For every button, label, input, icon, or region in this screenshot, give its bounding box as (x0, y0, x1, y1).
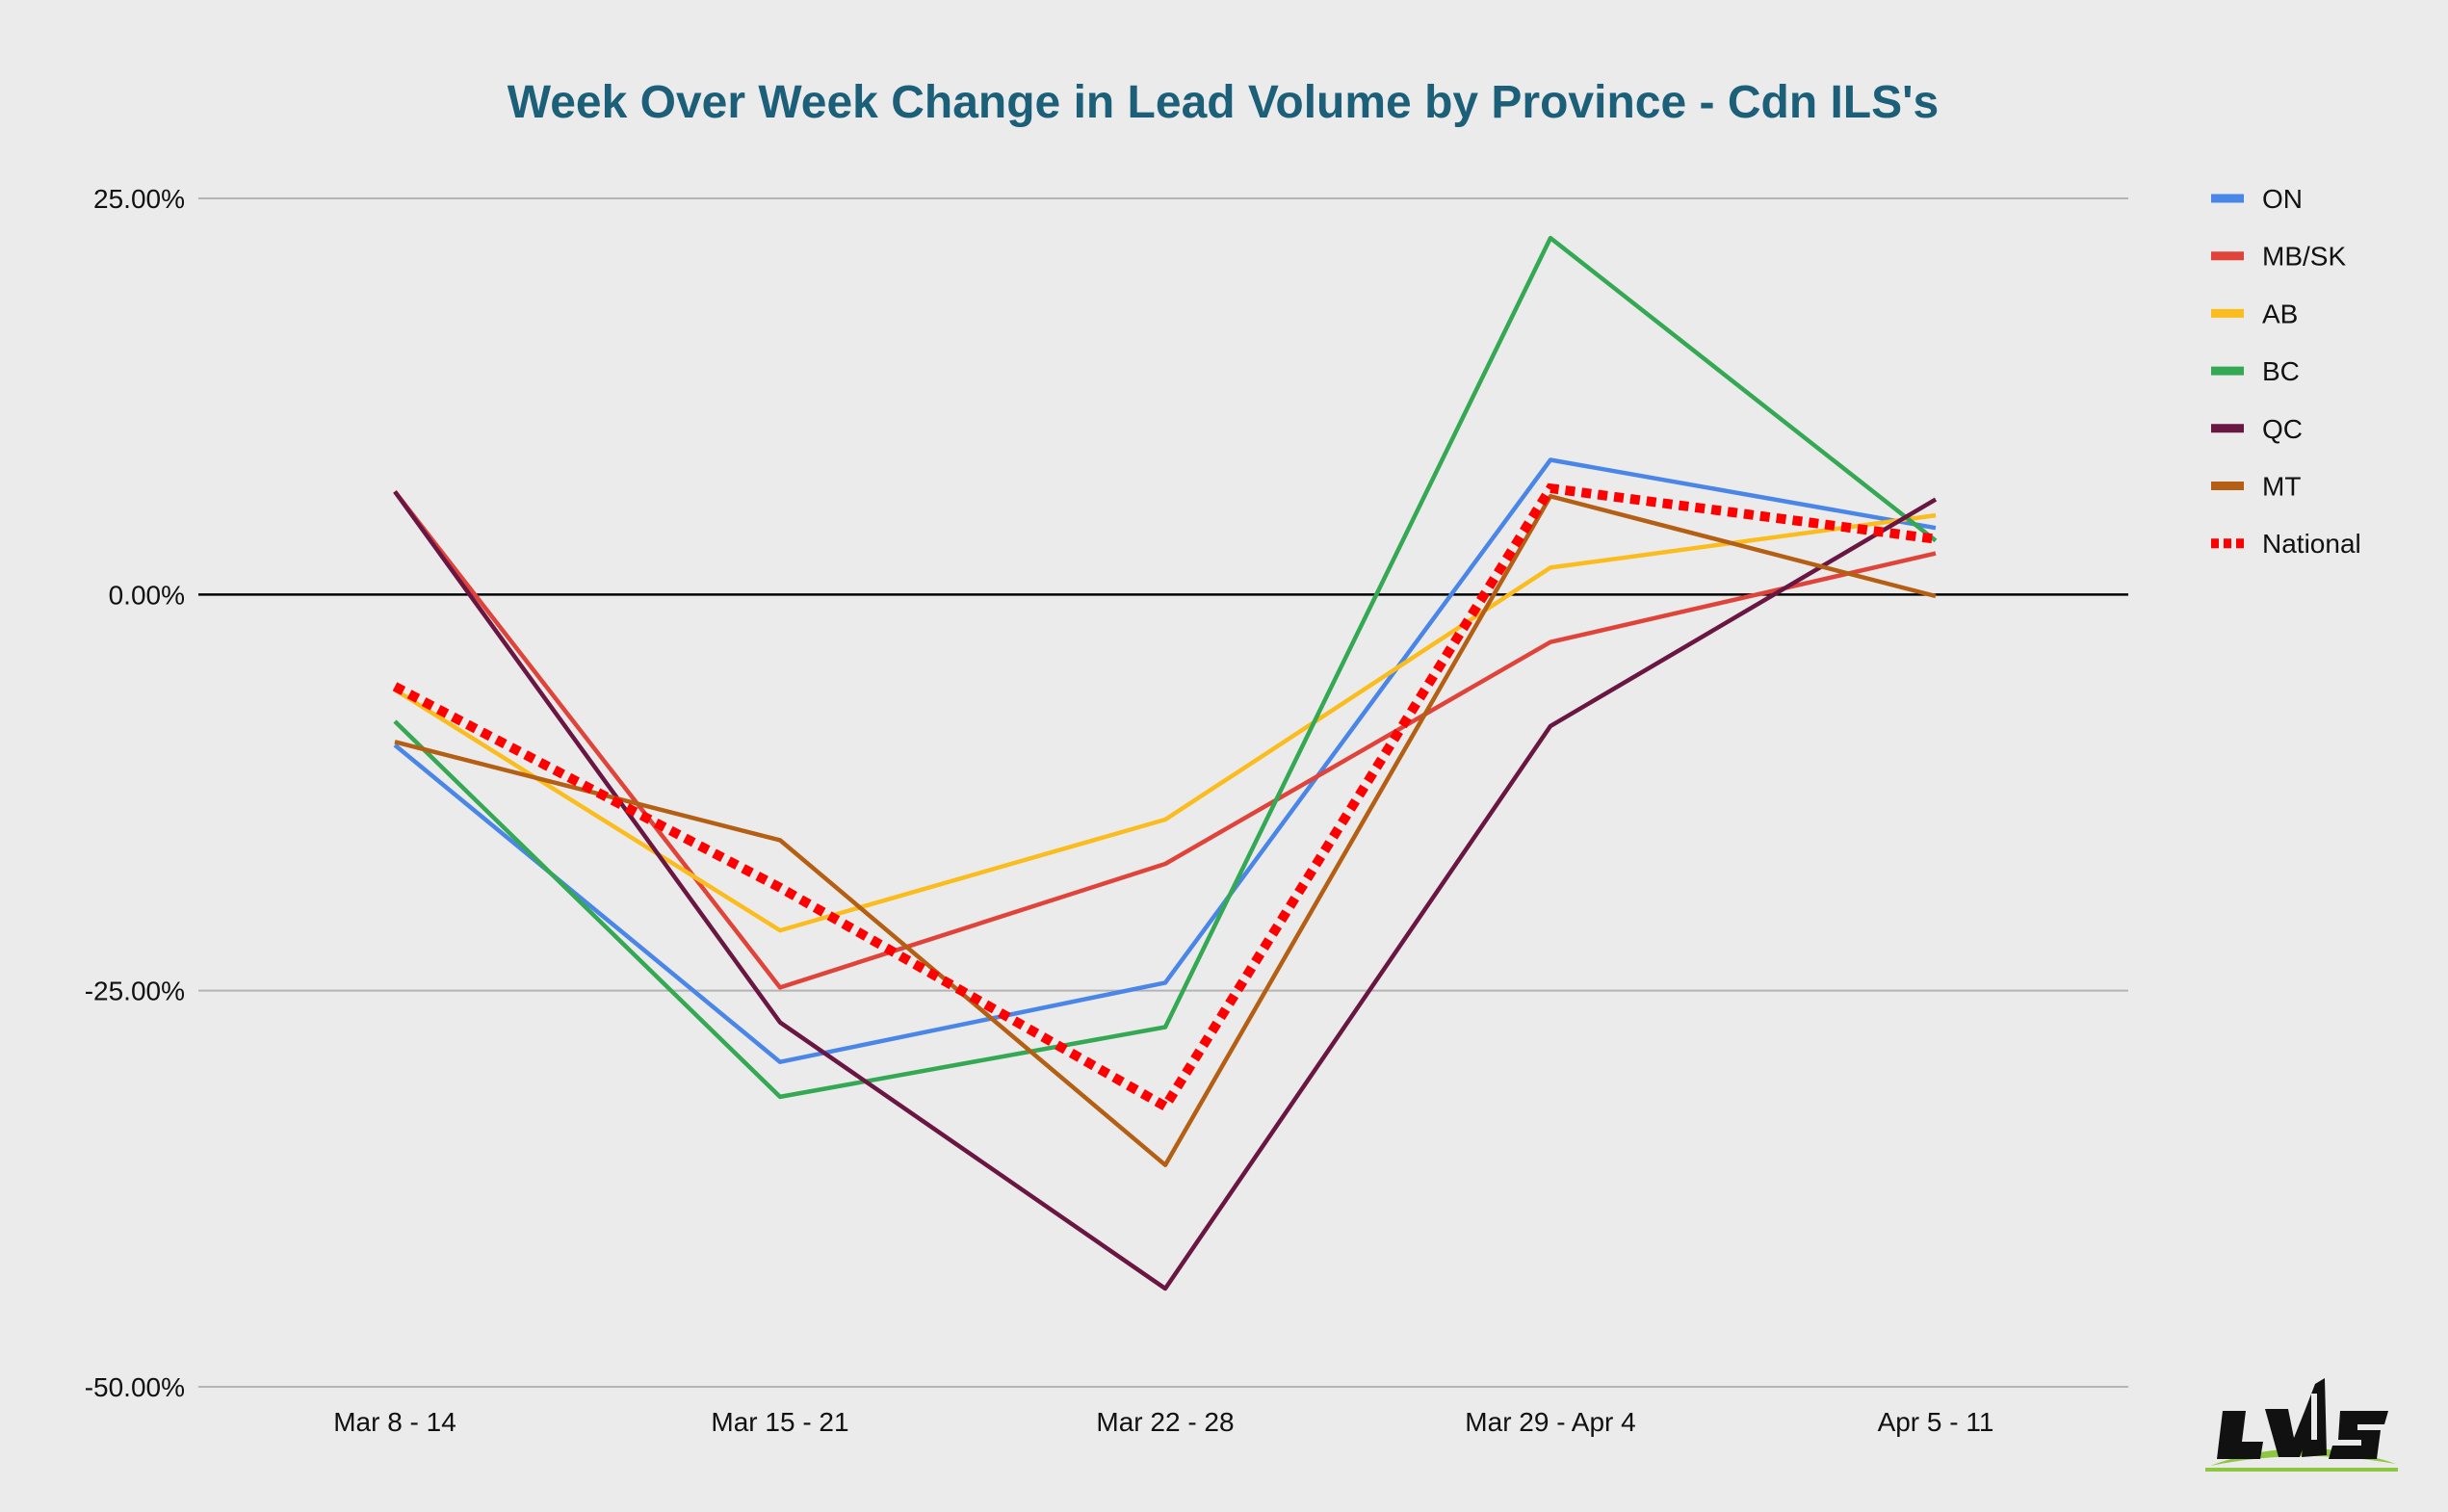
chart-title: Week Over Week Change in Lead Volume by … (508, 77, 1940, 128)
legend-label: QC (2262, 414, 2303, 444)
logo-letter-l (2217, 1411, 2263, 1459)
x-tick-label: Mar 29 - Apr 4 (1465, 1407, 1635, 1437)
x-tick-label: Mar 22 - 28 (1096, 1407, 1234, 1437)
series-line-bc (393, 235, 1938, 1100)
y-axis-ticks: 25.00% 0.00% -25.00% -50.00% (85, 184, 185, 1402)
series-line-on (393, 457, 1937, 1064)
series-line-qc (393, 490, 1938, 1291)
y-tick-label: 0.00% (109, 580, 185, 610)
lvs-logo (2205, 1378, 2398, 1472)
legend-label: AB (2262, 299, 2298, 328)
legend-label: MB/SK (2262, 242, 2346, 272)
legend-label: National (2262, 529, 2361, 559)
x-tick-label: Apr 5 - 11 (1878, 1407, 1994, 1437)
x-tick-label: Mar 15 - 21 (711, 1407, 848, 1437)
logo-building-windows (2311, 1394, 2317, 1440)
y-tick-label: 25.00% (93, 184, 185, 214)
series-line-mb-sk (393, 490, 1937, 990)
series-line-mt (394, 494, 1937, 1167)
y-tick-label: -50.00% (85, 1372, 185, 1402)
series-line-ab (393, 512, 1937, 933)
series-lines (392, 235, 1938, 1291)
legend-label: MT (2262, 472, 2301, 502)
x-tick-label: Mar 8 - 14 (333, 1407, 456, 1437)
y-tick-label: -25.00% (85, 977, 185, 1006)
gridlines (198, 197, 2128, 1388)
legend-label: ON (2262, 184, 2303, 214)
logo-letter-s (2329, 1411, 2388, 1459)
logo-swoosh-base (2205, 1468, 2398, 1472)
legend: ON MB/SK AB BC QC MT National (2211, 184, 2361, 559)
legend-label: BC (2262, 356, 2300, 386)
x-axis-ticks: Mar 8 - 14 Mar 15 - 21 Mar 22 - 28 Mar 29 -… (333, 1407, 1993, 1437)
